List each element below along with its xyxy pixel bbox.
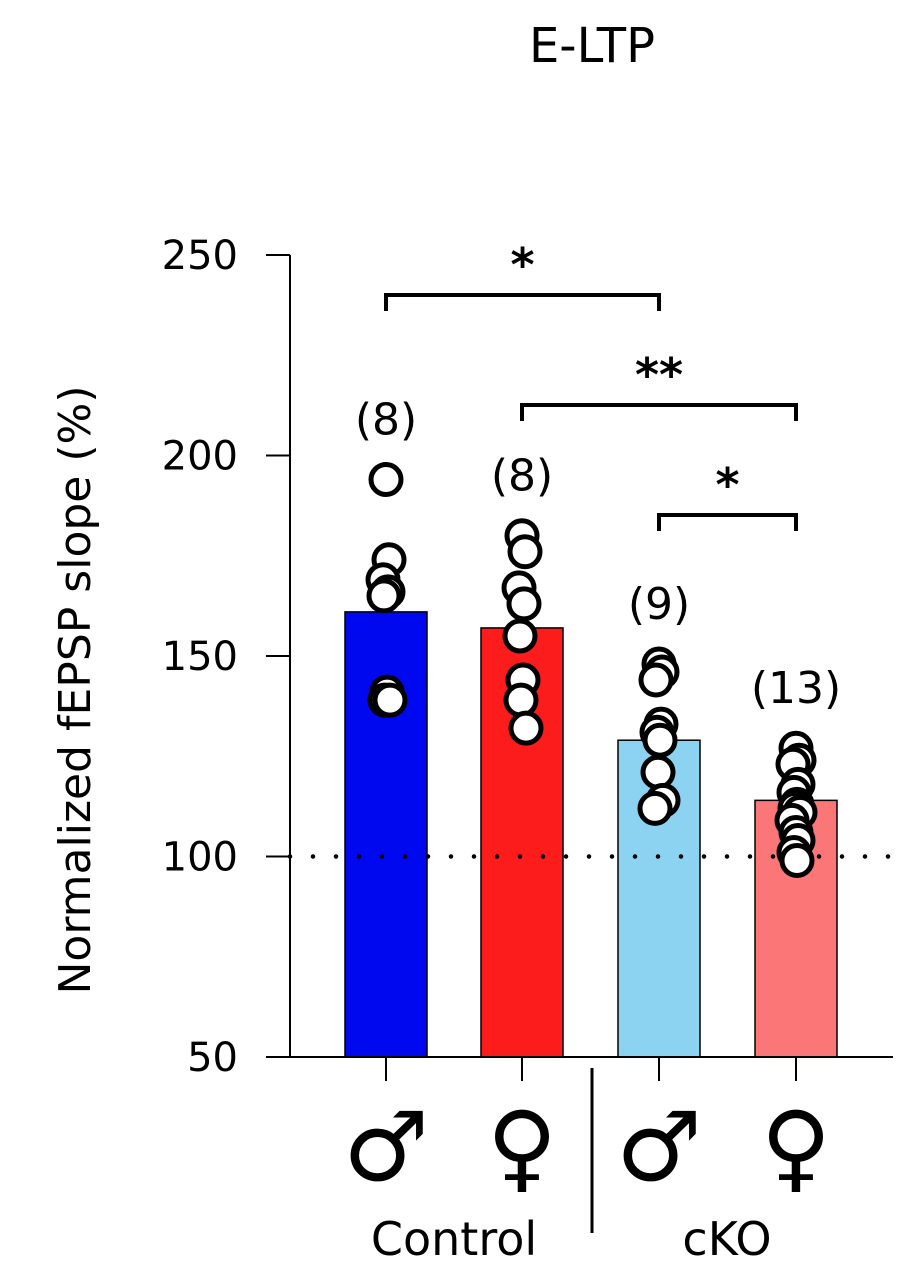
significance-label-1: * (510, 238, 534, 292)
data-point (503, 682, 539, 718)
group-label-cko: cKO (682, 1212, 771, 1266)
y-tick-label-50: 50 (187, 1035, 238, 1081)
group-label-control: Control (371, 1212, 537, 1266)
chart-title: E-LTP (529, 18, 655, 74)
data-point (779, 843, 815, 879)
y-tick-label-150: 150 (162, 634, 238, 680)
data-point (366, 578, 402, 614)
data-point (372, 682, 408, 718)
n-label-1: (8) (355, 395, 417, 446)
significance-bracket-1 (384, 293, 661, 311)
data-point (508, 710, 544, 746)
sex-symbol-3: ♂ (616, 1091, 702, 1203)
significance-bracket-2 (520, 403, 798, 421)
sex-symbol-1: ♂ (343, 1091, 429, 1203)
data-point (507, 534, 543, 570)
y-tick-label-200: 200 (162, 434, 238, 480)
y-axis-label: Normalized fEPSP slope (%) (50, 386, 101, 995)
data-point (637, 790, 673, 826)
data-point (638, 662, 674, 698)
significance-label-2: ** (635, 348, 683, 402)
n-label-2: (8) (491, 451, 553, 502)
data-point (640, 754, 676, 790)
data-point (506, 586, 542, 622)
y-tick-label-100: 100 (162, 835, 238, 881)
significance-label-3: * (715, 458, 739, 512)
y-tick-label-250: 250 (162, 233, 238, 279)
sex-symbol-2: ♀ (487, 1091, 557, 1203)
n-label-4: (13) (751, 663, 841, 714)
data-point (502, 618, 538, 654)
n-label-3: (9) (628, 579, 690, 630)
data-point (642, 722, 678, 758)
sex-symbol-4: ♀ (761, 1091, 831, 1203)
data-point (368, 462, 404, 498)
significance-bracket-3 (657, 513, 798, 531)
